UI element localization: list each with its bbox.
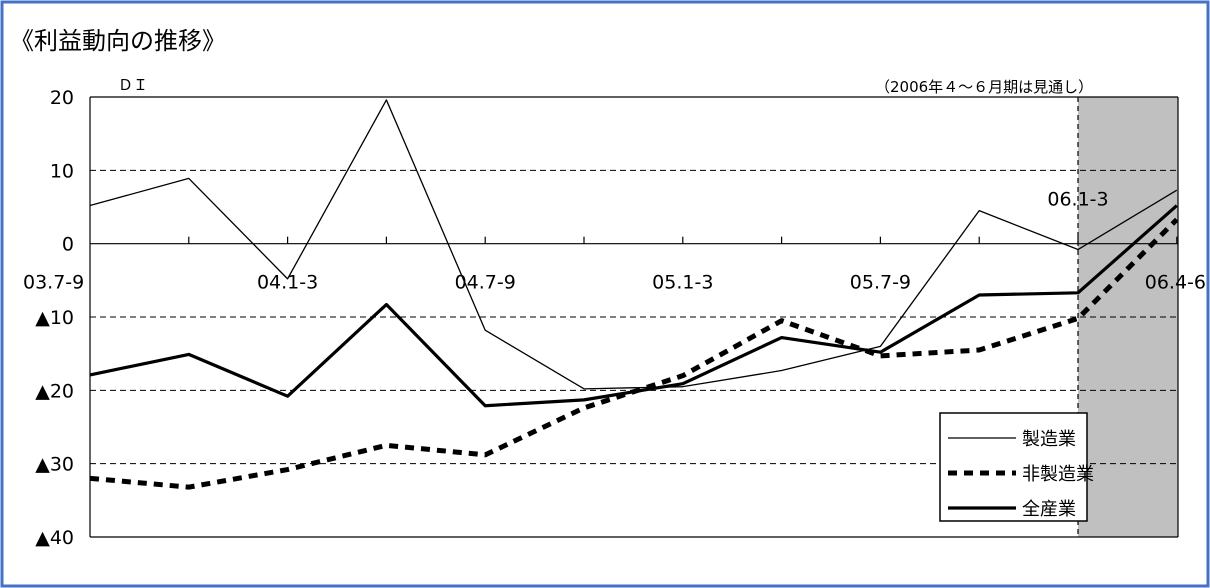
x-tick-label: 04.1-3 [257,272,318,294]
axes [89,96,1179,538]
legend-label: 全産業 [1022,499,1076,520]
legend-label: 非製造業 [1022,464,1094,485]
y-tick-labels: 20 10 0 ▲10 ▲20 ▲30 ▲40 [35,87,74,549]
series-line-thin [89,99,1178,390]
y-tick-label: ▲40 [35,527,74,549]
y-tick-label: ▲30 [35,454,74,476]
forecast-note: （2006年４～６月期は見通し） [875,78,1093,96]
y-axis-label: ＤＩ [118,76,148,94]
x-tick-label: 04.7-9 [455,272,516,294]
y-tick-label: 0 [62,234,74,256]
y-tick-label: ▲20 [35,380,74,402]
legend-label: 製造業 [1022,429,1076,450]
y-tick-label: ▲10 [35,307,74,329]
x-tick-label: 05.1-3 [652,272,713,294]
y-tick-label: 20 [50,87,74,109]
x-tick-label: 05.7-9 [850,272,911,294]
legend-box [939,412,1088,522]
series-lines [89,99,1179,490]
x-tick-label: 03.7-9 [23,272,84,294]
y-tick-label: 10 [50,160,74,182]
forecast-start-label: 06.1-3 [1047,189,1108,211]
series-line-thick [89,204,1178,408]
x-tick-label: 06.4-6 [1145,272,1206,294]
x-tick-labels: 03.7-9 04.1-3 04.7-9 05.1-3 05.7-9 06.4-6 [23,272,1206,294]
chart-title: 《利益動向の推移》 [10,27,226,55]
